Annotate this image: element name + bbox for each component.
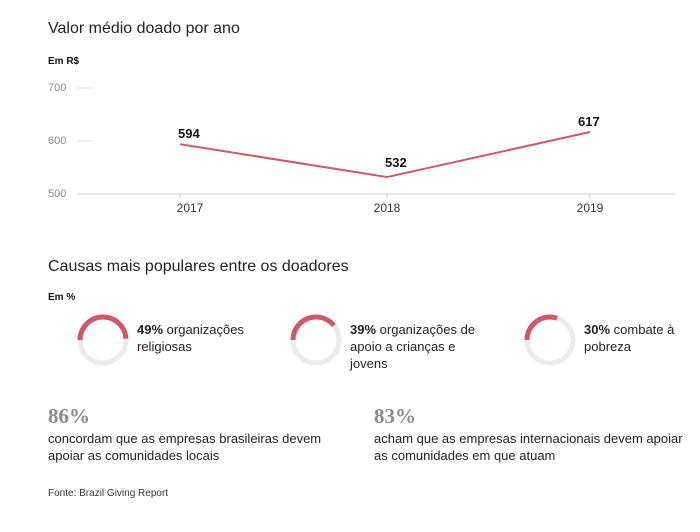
source: Fonte: Brazil Giving Report [48, 488, 169, 499]
x-tick-2018: 2018 [373, 201, 401, 215]
donut-arc-2 [290, 314, 342, 366]
stat-2-text: acham que as empresas internacionais dev… [374, 431, 683, 463]
donut-arc-1 [77, 314, 129, 366]
cause-3: 30% combate à pobreza [584, 321, 679, 355]
stat-1-value: 86% [48, 404, 90, 428]
stat-1-text: concordam que as empresas brasileiras de… [48, 431, 322, 463]
y-tick-700: 700 [48, 82, 67, 94]
cause-3-value: 30% [584, 322, 611, 337]
donut-charts [77, 314, 576, 366]
y-axis-unit: Em R$ [48, 56, 80, 67]
stat-2-value: 83% [374, 404, 416, 428]
line-series [179, 131, 591, 179]
x-tick-2019: 2019 [576, 201, 604, 215]
data-label-2019: 617 [578, 114, 600, 129]
y-tick-600: 600 [48, 135, 67, 147]
cause-2: 39% organizações de apoio a crianças e j… [350, 321, 480, 372]
donut-arc-3 [524, 314, 576, 366]
cause-3-label: combate à pobreza [584, 322, 675, 354]
causes-title: Causas mais populares entre os doadores [48, 258, 349, 275]
cause-1-value: 49% [137, 322, 164, 337]
cause-2-value: 39% [350, 322, 377, 337]
cause-1-label: organizações religiosas [137, 322, 244, 354]
cause-1: 49% organizações religiosas [137, 321, 267, 355]
line-chart-title: Valor médio doado por ano [48, 20, 240, 37]
data-label-2018: 532 [385, 155, 407, 170]
x-tick-2017: 2017 [176, 201, 204, 215]
causes-unit: Em % [48, 292, 76, 303]
cause-2-label: organizações de apoio a crianças e joven… [350, 322, 476, 371]
data-label-2017: 594 [178, 126, 200, 141]
line-chart: 594 532 617 [78, 87, 675, 199]
y-tick-500: 500 [48, 188, 67, 200]
